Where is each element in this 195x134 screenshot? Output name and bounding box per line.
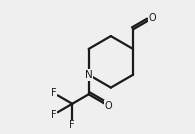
Text: N: N	[85, 70, 92, 80]
Text: F: F	[51, 109, 57, 120]
Text: F: F	[51, 88, 57, 98]
Text: O: O	[149, 13, 156, 23]
Text: O: O	[104, 101, 112, 111]
Text: F: F	[69, 120, 75, 130]
